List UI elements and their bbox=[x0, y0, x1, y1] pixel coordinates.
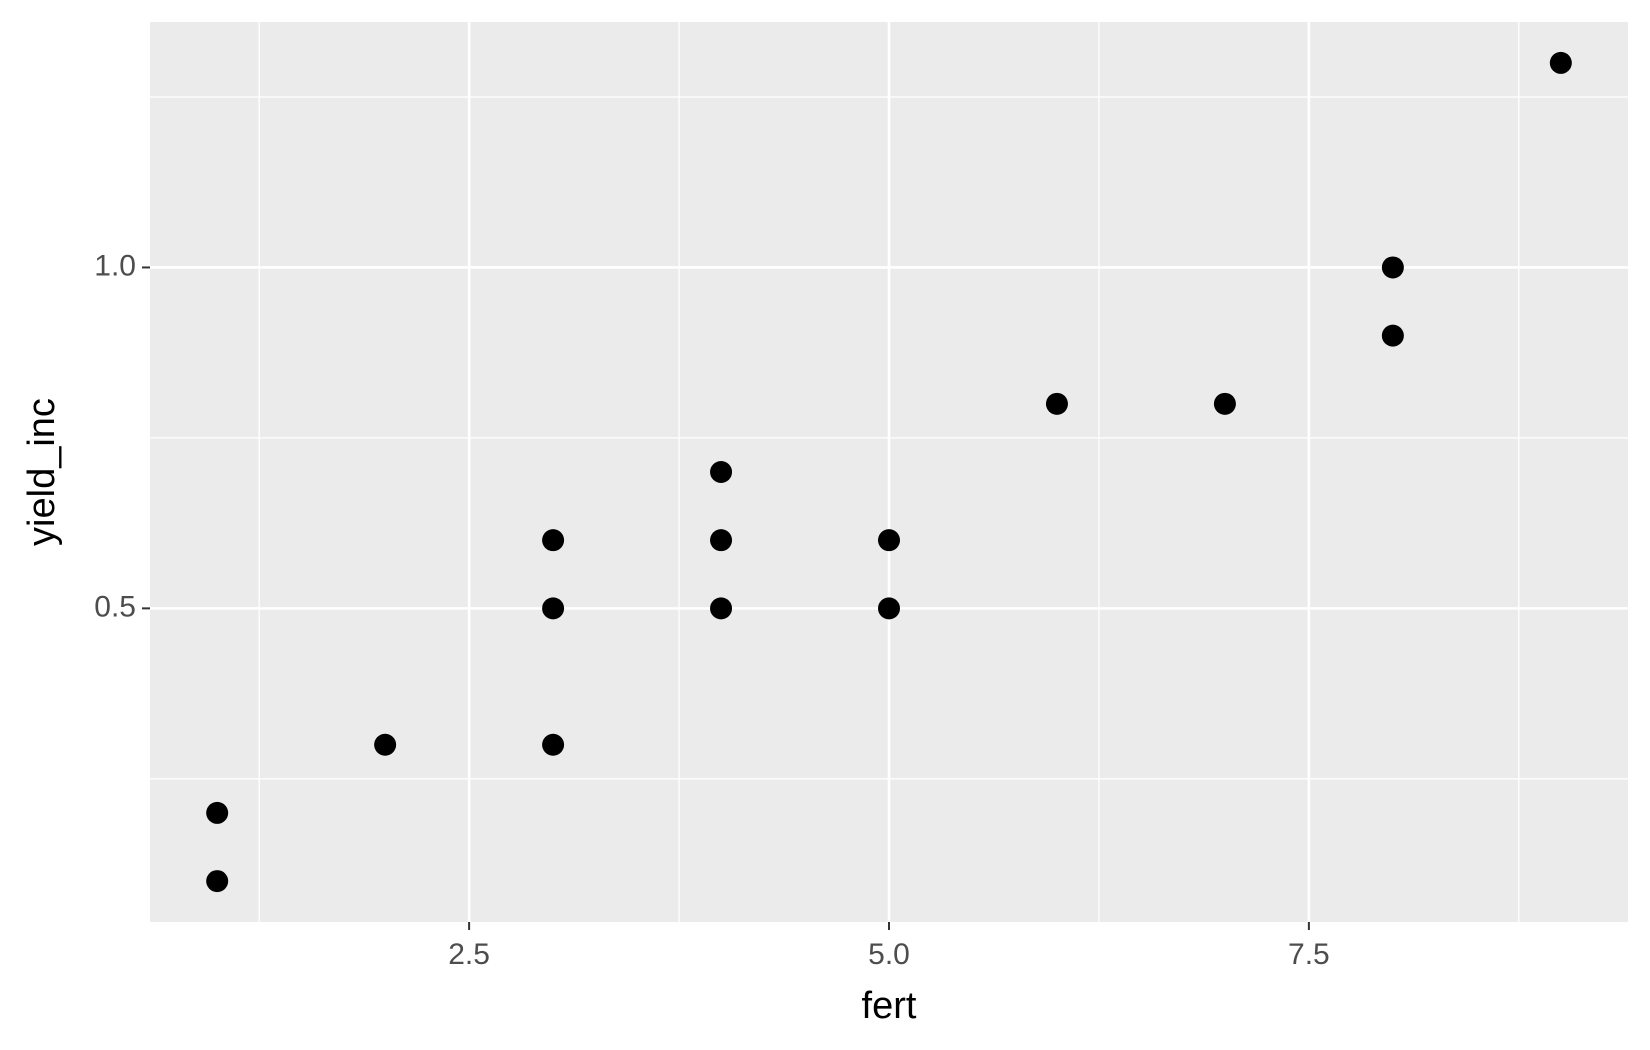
point bbox=[206, 870, 229, 893]
point bbox=[1045, 392, 1068, 415]
point bbox=[542, 597, 565, 620]
y-axis-title: yield_inc bbox=[21, 398, 63, 546]
point bbox=[710, 529, 733, 552]
point bbox=[206, 801, 229, 824]
y-tick-label: 0.5 bbox=[94, 590, 136, 623]
x-axis-title: fert bbox=[862, 985, 917, 1027]
point bbox=[878, 529, 900, 552]
y-tick-label: 1.0 bbox=[94, 249, 136, 282]
point bbox=[1213, 392, 1236, 415]
point bbox=[542, 733, 565, 756]
point bbox=[878, 597, 900, 620]
x-tick-label: 7.5 bbox=[1288, 938, 1330, 971]
point bbox=[542, 529, 565, 552]
point bbox=[710, 597, 733, 620]
x-tick-label: 2.5 bbox=[448, 938, 490, 971]
point bbox=[374, 733, 397, 756]
point bbox=[1381, 256, 1404, 279]
point bbox=[1381, 324, 1404, 347]
x-tick-label: 5.0 bbox=[868, 938, 910, 971]
point bbox=[1549, 51, 1572, 74]
point bbox=[710, 461, 733, 483]
